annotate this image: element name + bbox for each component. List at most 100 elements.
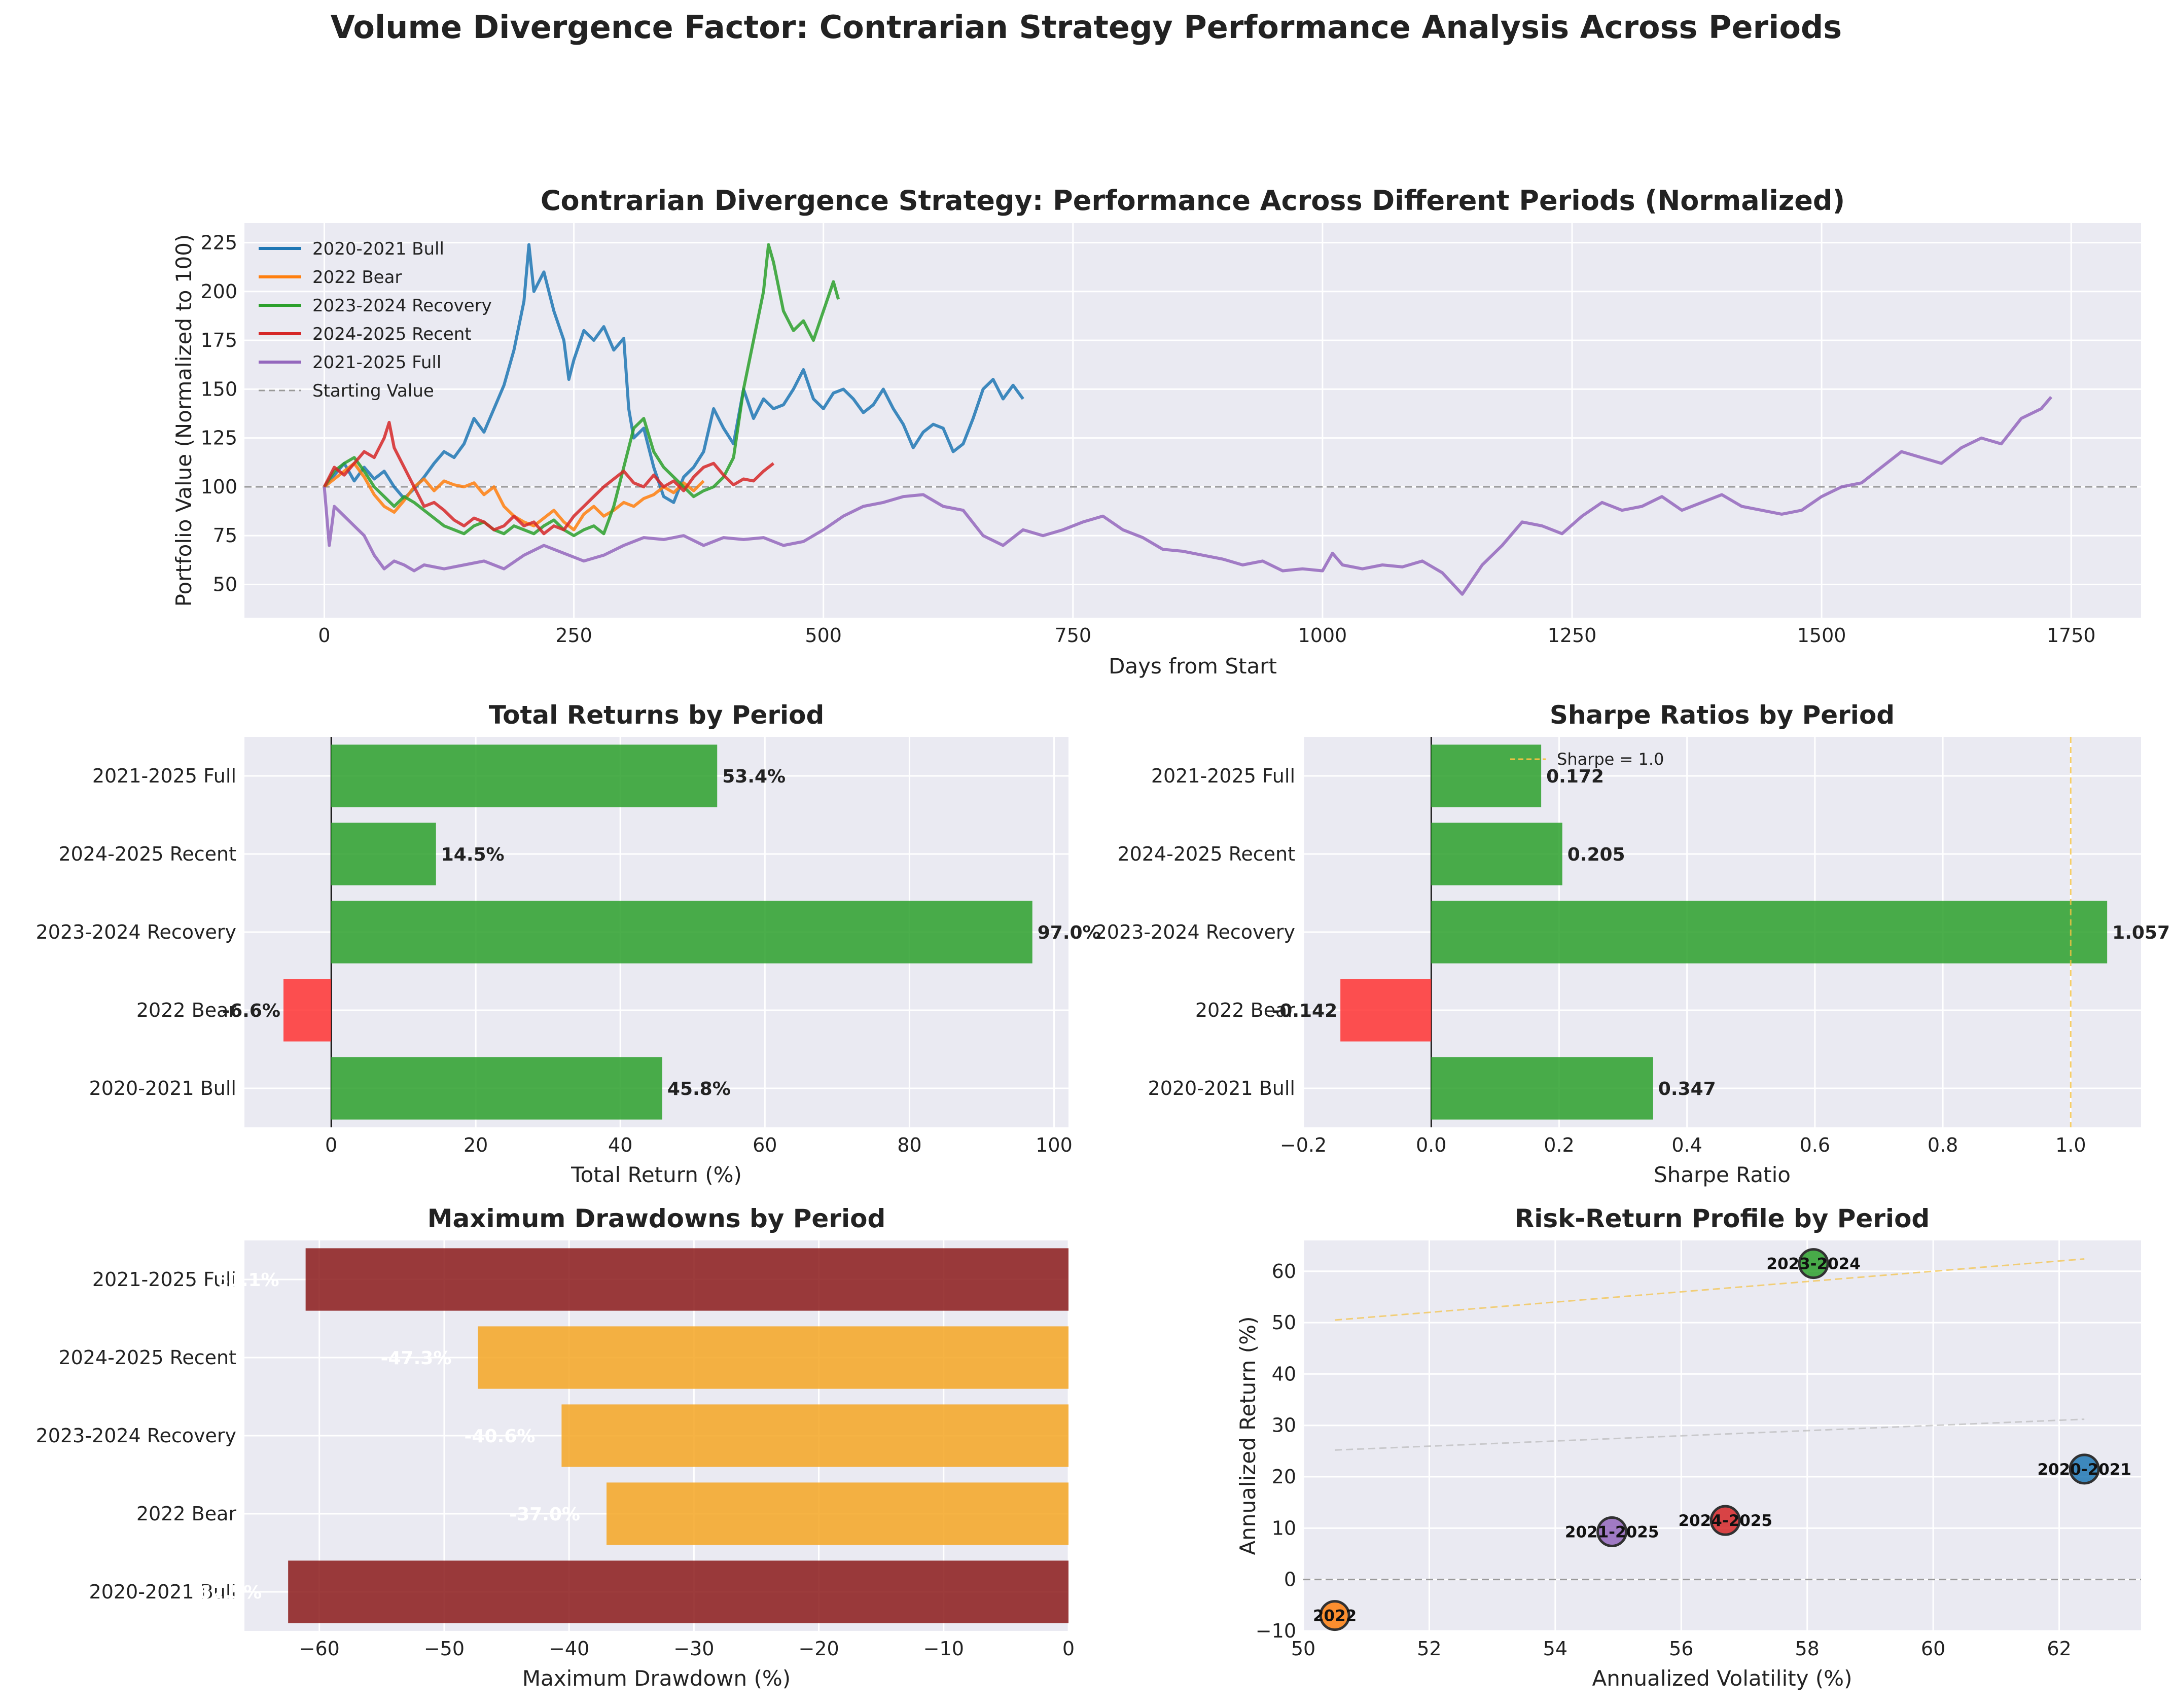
value-label: -62.5%	[191, 1582, 262, 1603]
x-tick-label: 1500	[1797, 624, 1846, 647]
bar-2024-2025-recent	[1431, 823, 1562, 885]
point-label: 2020-2021	[2037, 1461, 2131, 1479]
sharpe-axes: −0.2 0.0 0.2 0.4 0.6 0.8 1.0 2020-2021 Bull 2022…	[1095, 700, 2170, 1187]
risk-return-plot-background	[1303, 1240, 2141, 1631]
y-tick-label: 50	[213, 574, 237, 596]
x-tick-label: 1000	[1298, 624, 1347, 647]
x-tick-label: 1750	[2047, 624, 2096, 647]
sharpe1-reference-line	[1334, 1258, 2085, 1321]
y-tick-label: 175	[200, 329, 237, 351]
bar-2020-2021-bull	[288, 1560, 1068, 1623]
y-tick-label: −10	[1256, 1620, 1296, 1642]
x-tick-label: 60	[1921, 1638, 1945, 1660]
x-axis-label: Total Return (%)	[571, 1162, 742, 1187]
legend-label: 2022 Bear	[312, 267, 402, 288]
x-tick-label: 0.8	[1928, 1134, 1958, 1156]
x-tick-label: 0.4	[1671, 1134, 1702, 1156]
value-label: -40.6%	[465, 1426, 536, 1447]
x-tick-label: 0.6	[1800, 1134, 1830, 1156]
x-tick-label: 54	[1543, 1638, 1568, 1660]
category-label: 2023-2024 Recovery	[36, 921, 236, 943]
y-tick-label: 10	[1272, 1517, 1296, 1539]
bar-2023-2024-recovery	[561, 1404, 1068, 1467]
bar-2024-2025-recent	[478, 1326, 1068, 1389]
x-tick-label: −10	[923, 1638, 964, 1660]
bar-2023-2024-recovery	[1431, 901, 2108, 964]
series-line-recovery	[323, 243, 840, 538]
legend-label: 2021-2025 Full	[312, 352, 441, 373]
x-tick-label: 1250	[1548, 624, 1597, 647]
y-tick-label: 150	[200, 378, 237, 400]
value-label: 1.057	[2112, 922, 2170, 943]
category-label: 2020-2021 Bull	[1148, 1077, 1295, 1099]
sharpe05-reference-line	[1335, 1418, 2085, 1451]
x-tick-label: −0.2	[1280, 1134, 1327, 1156]
x-tick-label: −60	[299, 1638, 340, 1660]
x-tick-label: −20	[798, 1638, 839, 1660]
figure-suptitle: Volume Divergence Factor: Contrarian Str…	[331, 9, 1842, 46]
x-tick-label: 100	[1036, 1134, 1073, 1156]
y-axis-label: Annualized Return (%)	[1235, 1316, 1260, 1555]
x-tick-label: 56	[1669, 1638, 1693, 1660]
category-label: 2020-2021 Bull	[89, 1581, 236, 1603]
x-tick-label: 0	[1062, 1638, 1075, 1660]
drawdowns-axes: −60 −50 −40 −30 −20 −10 0 2020-2021 Bull 2022 Be…	[36, 1204, 1075, 1691]
bar-2020-2021-bull	[1431, 1057, 1653, 1120]
performance-plot-background	[244, 223, 2141, 618]
legend-label: 2023-2024 Recovery	[312, 296, 492, 316]
bar-2021-2025-full	[331, 744, 718, 807]
bar-2021-2025-full	[305, 1248, 1068, 1311]
category-label: 2023-2024 Recovery	[1095, 921, 1295, 943]
category-label: 2023-2024 Recovery	[36, 1425, 236, 1447]
category-label: 2024-2025 Recent	[58, 1346, 236, 1369]
y-tick-label: 30	[1272, 1414, 1296, 1437]
y-tick-label: 50	[1272, 1311, 1296, 1334]
x-tick-label: 50	[1291, 1638, 1315, 1660]
x-tick-label: −30	[673, 1638, 714, 1660]
bar-2023-2024-recovery	[331, 901, 1032, 964]
series-line-recent	[323, 420, 775, 536]
risk-return-axes: 50 52 54 56 58 60 62 −10 0 10 20 30 40 50 60 2020-2021 2…	[1235, 1204, 2141, 1691]
y-axis-label: Portfolio Value (Normalized to 100)	[171, 234, 196, 607]
legend-label: 2024-2025 Recent	[312, 324, 472, 344]
point-label: 2021-2025	[1565, 1523, 1659, 1541]
category-label: 2024-2025 Recent	[58, 843, 236, 865]
value-label: 0.205	[1568, 844, 1625, 865]
point-label: 2024-2025	[1678, 1512, 1772, 1530]
x-tick-label: 750	[1055, 624, 1092, 647]
value-label: 53.4%	[722, 766, 786, 787]
value-label: 0.347	[1658, 1079, 1716, 1099]
x-tick-label: 20	[464, 1134, 488, 1156]
chart-title: Total Returns by Period	[489, 700, 825, 730]
x-tick-label: 60	[753, 1134, 777, 1156]
x-tick-label: 250	[555, 624, 592, 647]
bar-2022-bear	[283, 979, 332, 1042]
value-label: -61.1%	[208, 1270, 279, 1291]
x-axis-label: Sharpe Ratio	[1654, 1162, 1791, 1187]
category-label: 2021-2025 Full	[1151, 765, 1295, 787]
x-tick-label: 0.0	[1416, 1134, 1446, 1156]
value-label: 14.5%	[441, 844, 505, 865]
bar-2022-bear	[1340, 979, 1432, 1042]
chart-title: Risk-Return Profile by Period	[1515, 1204, 1930, 1233]
chart-title: Sharpe Ratios by Period	[1550, 700, 1895, 730]
x-tick-label: 0	[318, 624, 330, 647]
x-tick-label: −50	[424, 1638, 465, 1660]
category-label: 2022 Bear	[1195, 999, 1296, 1021]
point-label: 2023-2024	[1766, 1255, 1860, 1273]
category-label: 2020-2021 Bull	[89, 1077, 236, 1099]
category-label: 2022 Bear	[136, 999, 237, 1021]
y-tick-label: 200	[200, 280, 237, 303]
series-line-full	[323, 396, 2053, 596]
scatter-point-bear	[1319, 1600, 1350, 1631]
y-tick-label: 40	[1272, 1363, 1296, 1385]
x-tick-label: −40	[549, 1638, 589, 1660]
y-tick-label: 100	[200, 476, 237, 498]
performance-axes: 0 250 500 750 1000 1250 1500 1750 50 75 100 125 150 1…	[171, 185, 2141, 679]
y-tick-label: 75	[213, 524, 237, 547]
x-tick-label: 0.2	[1544, 1134, 1574, 1156]
value-label: 0.172	[1546, 766, 1604, 787]
x-tick-label: 52	[1417, 1638, 1441, 1660]
